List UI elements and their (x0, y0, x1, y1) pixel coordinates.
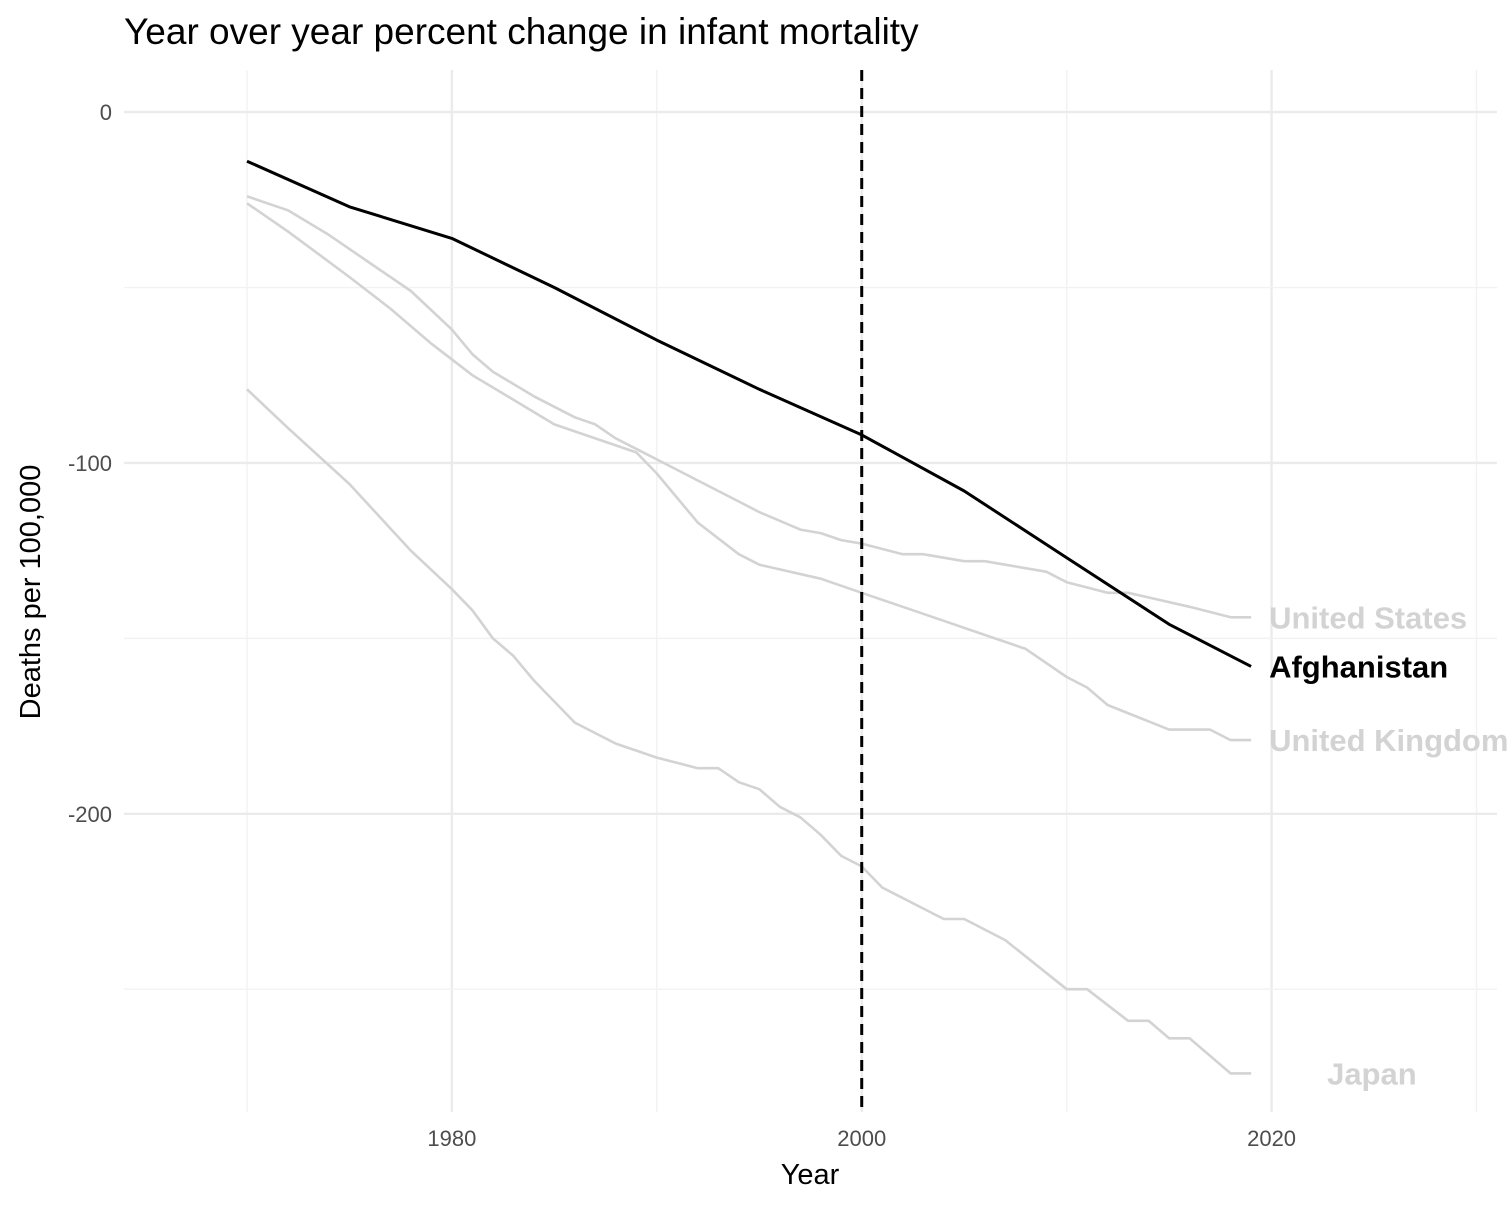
x-axis-title: Year (781, 1159, 840, 1191)
tick-labels: 1980 2000 2020 0 -100 -200 (68, 100, 1296, 1151)
y-tick-label: 0 (100, 100, 112, 125)
gridlines (124, 70, 1497, 1112)
series-line-united-kingdom (246, 202, 1252, 742)
series-label-afghanistan: Afghanistan (1269, 649, 1448, 684)
y-tick-label: -200 (68, 802, 112, 827)
series-label-japan: Japan (1327, 1056, 1417, 1091)
series-line-japan (246, 388, 1252, 1075)
x-tick-label: 2000 (837, 1126, 886, 1151)
series-label-layer: United States United Kingdom Japan Afghanis… (1269, 600, 1508, 1091)
x-tick-label: 1980 (427, 1126, 476, 1151)
series-layer (246, 159, 1252, 1075)
y-tick-label: -100 (68, 451, 112, 476)
series-label-united-states: United States (1269, 600, 1467, 635)
chart-title: Year over year percent change in infant … (124, 11, 919, 52)
y-axis-title: Deaths per 100,000 (15, 465, 47, 720)
series-line-afghanistan (246, 159, 1252, 668)
series-line-united-states (246, 195, 1252, 619)
x-tick-label: 2020 (1247, 1126, 1296, 1151)
series-label-united-kingdom: United Kingdom (1269, 723, 1508, 758)
